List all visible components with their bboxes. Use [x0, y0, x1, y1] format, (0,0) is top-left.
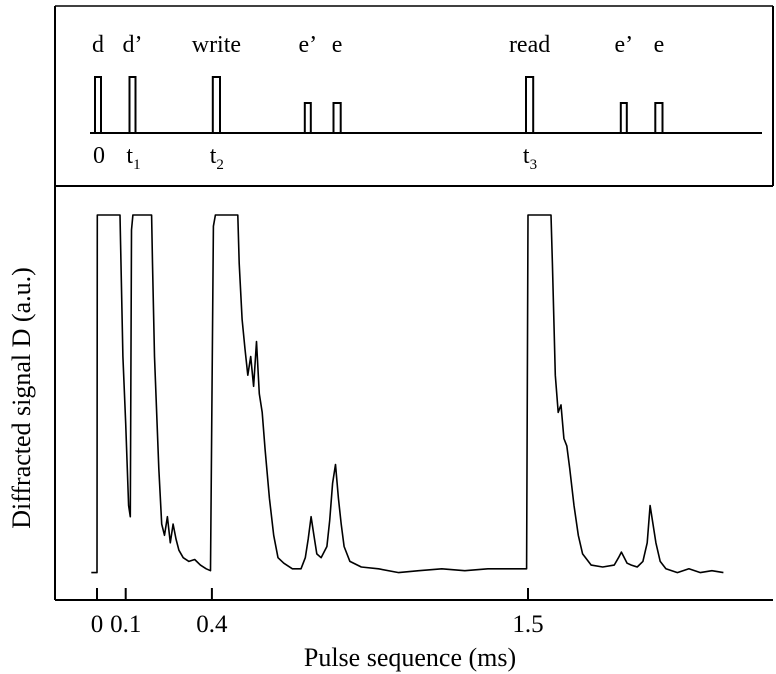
- time-label-base-2: t: [210, 143, 217, 169]
- x-tick-label-3: 1.5: [512, 611, 543, 638]
- pulse-label-2: write: [192, 32, 241, 58]
- pulse-7: [654, 102, 664, 134]
- time-label-1: t1: [126, 143, 140, 173]
- pulse-2: [211, 76, 222, 134]
- time-label-base-1: t: [126, 143, 133, 169]
- time-label-sub-1: 1: [133, 157, 141, 173]
- pulse-3: [303, 102, 312, 134]
- x-tick-layer: 0 0.1 0.4 1.5: [91, 588, 544, 638]
- pulse-label-3: e’: [298, 32, 317, 58]
- time-label-sub-2: 2: [216, 157, 224, 173]
- pulse-label-6: e’: [614, 32, 633, 58]
- time-label-base-3: t: [523, 143, 530, 169]
- timing-panel: d d’ write e’ e read e’ e0 t1 t2 t3: [54, 5, 774, 187]
- pulse-0: [94, 76, 102, 134]
- signal-trace: [91, 214, 724, 574]
- pulse-5: [525, 76, 535, 134]
- pulse-label-1: d’: [123, 32, 143, 58]
- pulse-label-4: e: [332, 32, 343, 58]
- time-label-0: 0: [93, 143, 105, 169]
- pulse-label-0: d: [92, 32, 104, 58]
- time-label-3: t3: [523, 143, 537, 173]
- x-axis-label: Pulse sequence (ms): [304, 643, 516, 672]
- pulse-label-7: e: [654, 32, 665, 58]
- pulse-label-5: read: [509, 32, 550, 58]
- signal-panel: 0 0.1 0.4 1.5 Pulse sequence (ms) Diffracte…: [7, 186, 773, 672]
- pulse-layer: d d’ write e’ e read e’ e0 t1 t2 t3: [92, 32, 664, 173]
- pulse-6: [619, 102, 628, 134]
- signal-layer: [91, 214, 724, 574]
- time-label-sub-3: 3: [530, 157, 538, 173]
- pulse-1: [128, 76, 137, 134]
- pulse-4: [332, 102, 342, 134]
- y-axis-label: Diffracted signal D (a.u.): [7, 267, 36, 529]
- time-label-base-0: 0: [93, 143, 105, 169]
- x-tick-label-2: 0.4: [196, 611, 228, 638]
- time-label-2: t2: [210, 143, 224, 173]
- x-tick-label-1: 0.1: [110, 611, 141, 638]
- x-tick-label-0: 0: [91, 611, 104, 638]
